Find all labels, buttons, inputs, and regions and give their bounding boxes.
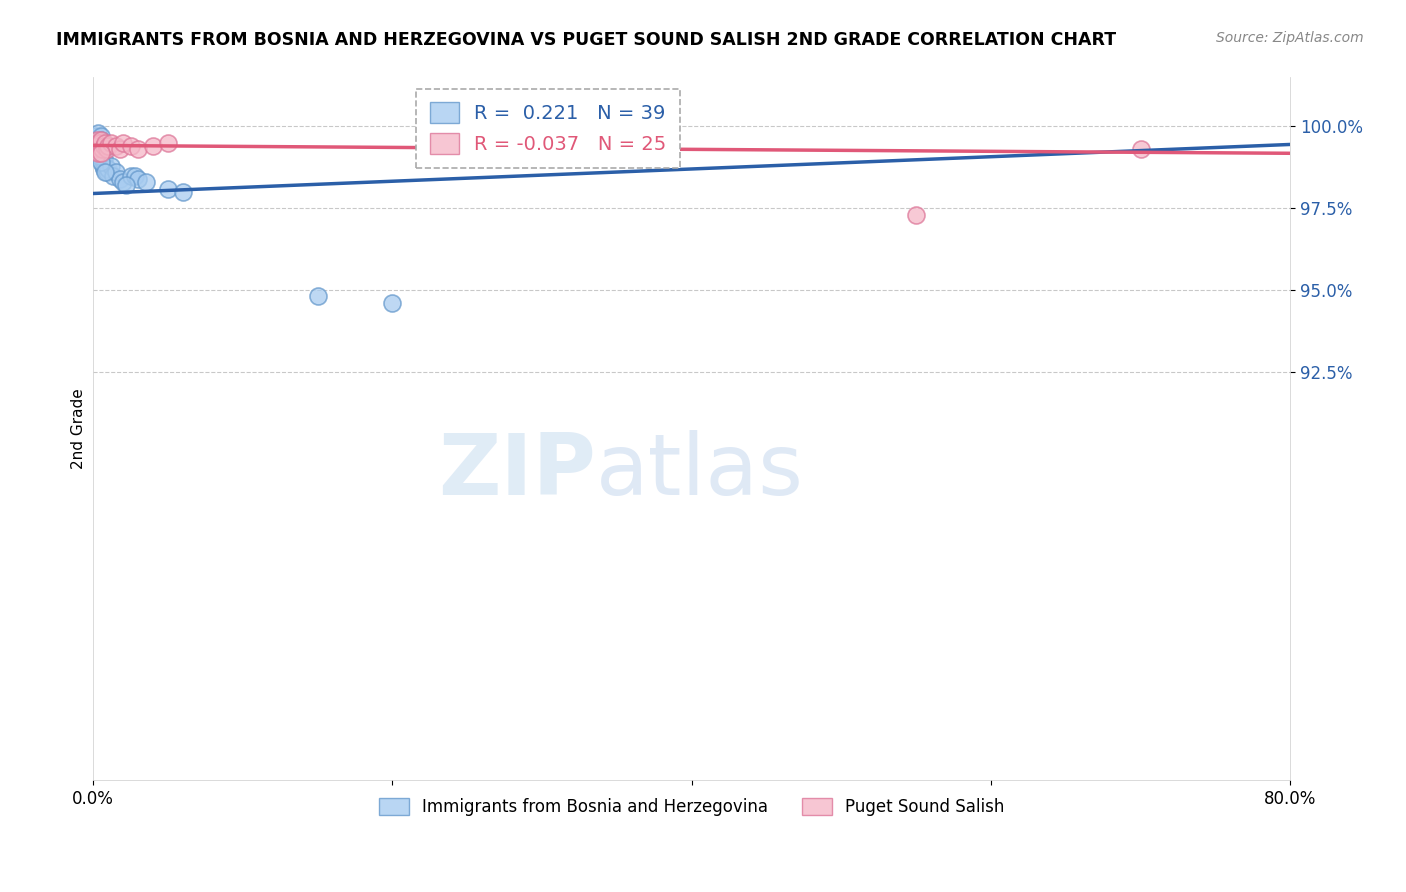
Point <box>135 175 157 189</box>
Point <box>83 136 105 150</box>
Point <box>89 139 111 153</box>
Point <box>91 159 114 173</box>
Point <box>112 136 135 150</box>
Text: IMMIGRANTS FROM BOSNIA AND HERZEGOVINA VS PUGET SOUND SALISH 2ND GRADE CORRELATI: IMMIGRANTS FROM BOSNIA AND HERZEGOVINA V… <box>56 31 1116 49</box>
Point <box>1129 142 1152 156</box>
Point <box>115 178 138 193</box>
Point <box>84 139 107 153</box>
Point <box>87 145 110 160</box>
Point <box>100 136 122 150</box>
Point <box>90 129 112 144</box>
Point <box>94 136 117 150</box>
Point <box>89 142 111 156</box>
Point <box>97 161 120 176</box>
Point <box>86 139 108 153</box>
Point <box>93 152 115 166</box>
Point <box>905 208 928 222</box>
Point <box>84 136 107 150</box>
Point <box>86 136 108 150</box>
Point <box>89 136 111 150</box>
Point <box>91 142 114 156</box>
Point <box>156 181 179 195</box>
Point <box>89 136 111 150</box>
Point <box>84 142 107 156</box>
Point <box>97 139 120 153</box>
Point <box>108 171 131 186</box>
Point <box>93 139 115 153</box>
Text: ZIP: ZIP <box>439 430 596 513</box>
Point <box>84 139 107 153</box>
Point <box>84 132 107 146</box>
Point <box>120 139 142 153</box>
Point <box>91 149 114 163</box>
Point <box>112 175 135 189</box>
Point <box>87 149 110 163</box>
Point <box>120 169 142 183</box>
Point <box>94 165 117 179</box>
Point <box>307 289 329 303</box>
Point <box>104 139 127 153</box>
Point <box>124 169 146 183</box>
Point <box>87 136 110 150</box>
Point <box>100 159 122 173</box>
Legend: Immigrants from Bosnia and Herzegovina, Puget Sound Salish: Immigrants from Bosnia and Herzegovina, … <box>371 789 1012 825</box>
Point <box>86 145 108 160</box>
Point <box>156 136 179 150</box>
Text: Source: ZipAtlas.com: Source: ZipAtlas.com <box>1216 31 1364 45</box>
Point <box>87 126 110 140</box>
Point <box>93 161 115 176</box>
Point <box>86 136 108 150</box>
Point <box>86 132 108 146</box>
Point <box>90 132 112 146</box>
Point <box>127 171 149 186</box>
Point <box>83 142 105 156</box>
Point <box>172 185 194 199</box>
Point <box>108 142 131 156</box>
Point <box>142 139 165 153</box>
Point <box>90 155 112 169</box>
Point <box>94 159 117 173</box>
Point <box>86 132 108 146</box>
Text: atlas: atlas <box>596 430 804 513</box>
Y-axis label: 2nd Grade: 2nd Grade <box>72 389 86 469</box>
Point <box>84 129 107 144</box>
Point <box>90 145 112 160</box>
Point <box>101 169 124 183</box>
Point <box>96 165 118 179</box>
Point <box>381 296 404 310</box>
Point <box>127 142 149 156</box>
Point <box>104 165 127 179</box>
Point <box>96 142 118 156</box>
Point <box>90 132 112 146</box>
